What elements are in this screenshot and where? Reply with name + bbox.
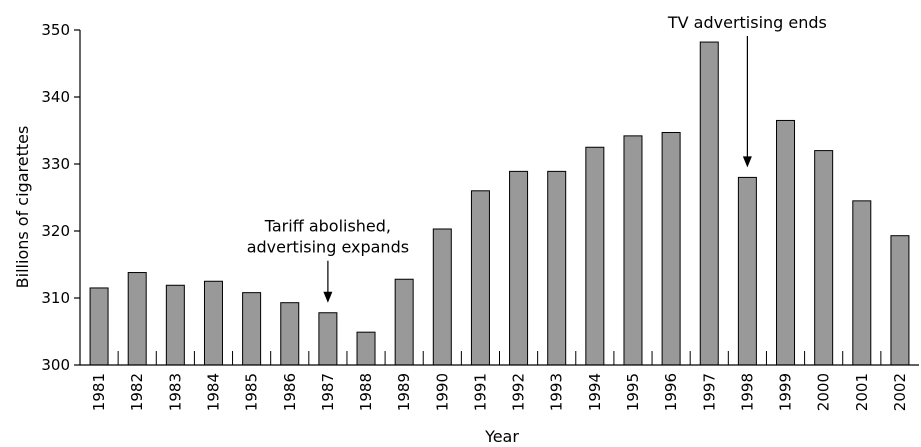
x-tick-label: 1996 <box>662 373 680 411</box>
x-tick-label: 1992 <box>510 373 528 411</box>
y-tick-label: 320 <box>41 222 70 240</box>
y-tick-label: 340 <box>41 88 70 106</box>
bar-1998 <box>737 176 757 366</box>
x-tick-label: 1982 <box>128 373 146 411</box>
x-tick-label: 1983 <box>166 373 184 411</box>
bar-2001 <box>852 200 872 366</box>
bar-1983 <box>165 284 185 366</box>
bar-1990 <box>432 228 452 366</box>
annotations-group: Tariff abolished, advertising expands TV a… <box>247 13 827 303</box>
x-tick-label: 1987 <box>319 373 337 411</box>
x-tick-label: 1991 <box>471 373 489 411</box>
x-tick-label: 1999 <box>777 373 795 411</box>
bar-1989 <box>394 278 414 366</box>
bar-1986 <box>280 302 300 366</box>
bar-1994 <box>585 146 605 366</box>
x-axis-title: Year <box>484 427 519 446</box>
x-tick-label: 1985 <box>243 373 261 411</box>
bar-1988 <box>356 331 376 366</box>
bars-group <box>89 41 910 366</box>
bar-1993 <box>547 170 567 366</box>
x-tick-label: 1995 <box>624 373 642 411</box>
bar-1981 <box>89 287 109 366</box>
bar-1992 <box>509 170 529 366</box>
x-tick-label: 1986 <box>281 373 299 411</box>
x-tick-label: 2000 <box>815 373 833 411</box>
x-tick-label: 1984 <box>204 373 222 411</box>
annotation-arrowhead <box>323 291 333 303</box>
x-tick-label: 2002 <box>891 373 909 411</box>
x-tick-label: 1998 <box>738 373 756 411</box>
bar-1984 <box>203 280 223 366</box>
bar-1996 <box>661 132 681 366</box>
x-ticks-group: 1981 1982 1983 1984 1985 1986 1987 1988 1989 1990… <box>90 351 909 411</box>
x-tick-label: 1993 <box>548 373 566 411</box>
annotation-arrowhead <box>742 156 752 168</box>
annotation-label: TV advertising ends <box>667 13 827 32</box>
bar-1982 <box>127 272 147 366</box>
bar-1999 <box>776 119 796 366</box>
y-tick-label: 300 <box>41 356 70 374</box>
x-tick-label: 1989 <box>395 373 413 411</box>
y-axis-title: Billions of cigarettes <box>13 126 32 289</box>
bar-1987 <box>318 312 338 366</box>
x-tick-label: 1997 <box>700 373 718 411</box>
x-tick-label: 1994 <box>586 373 604 411</box>
y-tick-label: 350 <box>41 21 70 39</box>
y-tick-label: 310 <box>41 289 70 307</box>
annotation-label: Tariff abolished, <box>264 217 391 236</box>
bar-2002 <box>890 235 910 366</box>
x-tick-label: 1981 <box>90 373 108 411</box>
x-tick-label: 2001 <box>853 373 871 411</box>
y-tick-label: 330 <box>41 155 70 173</box>
x-tick-label: 1988 <box>357 373 375 411</box>
x-tick-label: 1990 <box>433 373 451 411</box>
bar-1995 <box>623 135 643 366</box>
y-ticks-group: 300 310 320 330 340 350 <box>41 21 80 374</box>
bar-1997 <box>699 41 719 366</box>
bar-1985 <box>242 292 262 366</box>
annotation-label: advertising expands <box>247 238 409 257</box>
bar-2000 <box>814 150 834 366</box>
bar-1991 <box>470 190 490 366</box>
